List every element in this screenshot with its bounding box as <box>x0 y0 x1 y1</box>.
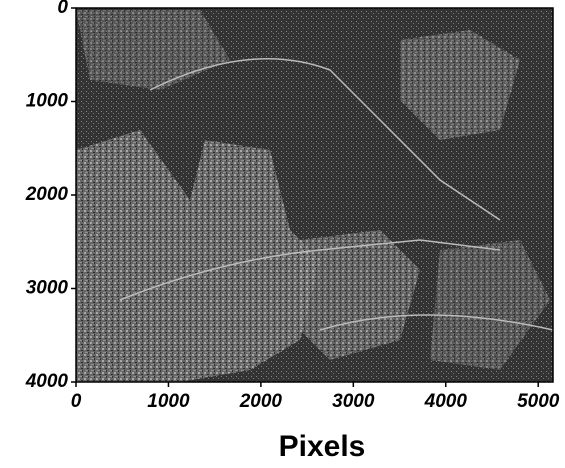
x-tick-label: 3000 <box>332 391 375 412</box>
x-tick-label: 5000 <box>517 391 560 412</box>
y-tick-label: 1000 <box>26 91 69 112</box>
y-tick-label: 3000 <box>26 278 69 299</box>
y-tick-label: 0 <box>57 0 68 18</box>
y-tick-label: 4000 <box>25 371 69 392</box>
image-area <box>76 8 553 382</box>
x-tick-label: 1000 <box>147 391 190 412</box>
x-axis-title: Pixels <box>279 430 366 463</box>
x-tick-label: 2000 <box>239 391 283 412</box>
chart: Pixels 0 1000 2000 3000 4000 5000 0 1000 2000 300… <box>0 0 565 468</box>
page: Pixels 0 1000 2000 3000 4000 5000 0 1000 2000 300… <box>0 0 565 468</box>
x-tick-label: 0 <box>71 391 82 412</box>
y-tick-label: 2000 <box>25 184 69 205</box>
x-tick-label: 4000 <box>424 391 468 412</box>
